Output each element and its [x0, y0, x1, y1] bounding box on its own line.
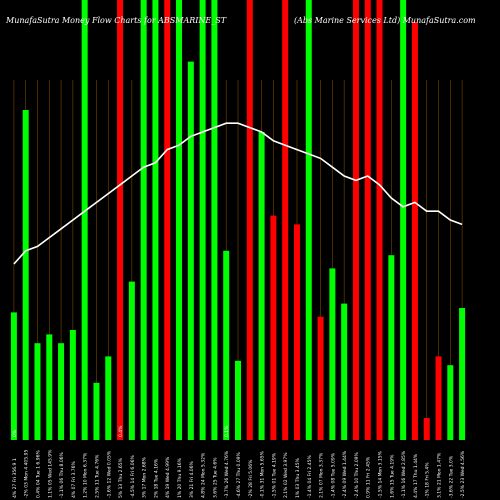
bar	[199, 0, 206, 440]
x-tick-label: -1.4% 04 Fri 2.45%	[307, 455, 313, 498]
x-tick-label: 2% 18 Tue 4.16%	[153, 458, 159, 498]
bar	[128, 281, 135, 440]
bar	[270, 215, 277, 440]
x-tick-label: -1% 18 Fri 5.4%	[425, 462, 431, 498]
bar	[317, 316, 324, 440]
bar	[388, 255, 395, 440]
bar	[176, 0, 183, 440]
x-tick-label: -2.4% 09 Wed 1.44%	[342, 450, 348, 498]
bar	[58, 343, 65, 440]
bar	[34, 343, 41, 440]
chart-title-right: (Abs Marine Services Ltd) MunafaSutra.co…	[294, 16, 476, 25]
x-tick-label: -2.5% 23 Wed 4.56%	[460, 450, 466, 498]
bar	[246, 0, 253, 440]
bar	[140, 0, 147, 440]
x-tick-label: 4.8% 24 Mon 5.32%	[201, 452, 207, 498]
bar	[341, 303, 348, 440]
bar	[293, 224, 300, 440]
bar	[10, 312, 17, 440]
bar	[435, 356, 442, 440]
x-tick-label: 1.6% 15 Tue 4.19%	[389, 454, 395, 498]
bar	[400, 0, 407, 440]
bar	[187, 61, 194, 440]
x-tick-label: -4.6% 27 Thu 0.09%	[236, 451, 242, 498]
chart-title-left: MunafaSutra Money Flow Charts for ABSMAR…	[5, 16, 227, 25]
bar	[211, 0, 218, 440]
x-tick-label: -1.4% 08 Tue 5.09%	[330, 452, 336, 498]
bar	[411, 22, 418, 440]
x-tick-label: -2.4% 10 Thu 2.09%	[354, 451, 360, 498]
x-tick-label: 0.9% 11 Fri 2.45%	[366, 456, 372, 498]
x-tick-label: -2% 03 Mon 4 405.95	[24, 450, 30, 498]
x-tick-label: 1% 20 Thu 9.16%	[177, 457, 183, 498]
bar	[223, 250, 230, 440]
bar	[69, 330, 76, 440]
bar	[376, 0, 383, 440]
bar	[164, 0, 171, 440]
x-tick-label: 1.2% 10 Mon 6.37%	[83, 452, 89, 498]
bar	[117, 0, 124, 440]
bar	[46, 334, 53, 440]
x-tick-label: 3.1% 21 Mon 1.47%	[437, 452, 443, 498]
x-tick-label: -1.1% 16 Wed 2.85%	[401, 450, 407, 498]
bar	[364, 0, 371, 440]
x-tick-label: -0.1% 31 Mon 5.65%	[260, 450, 266, 498]
x-tick-label: 1% 03 Thu 3.45%	[295, 457, 301, 498]
axis-marker-label: 0.4%	[118, 425, 124, 437]
x-tick-label: 5% 13 Thu 2.65%	[118, 457, 124, 498]
x-tick-label: 2.1% 07 Mon 3.37%	[319, 452, 325, 498]
bar	[258, 132, 265, 440]
x-tick-label: 4% 27 Fri 356.9 1	[12, 458, 18, 498]
x-tick-label: 3% 21 Fri 4.06%	[189, 460, 195, 498]
bar	[423, 418, 430, 440]
bar	[447, 365, 454, 440]
axis-marker-label: 0%	[12, 429, 18, 437]
bar	[329, 268, 336, 440]
bar	[93, 382, 100, 440]
x-tick-label: 3% 17 Mon 2.68%	[142, 456, 148, 498]
x-axis-labels: 4% 27 Fri 356.9 1 -2% 03 Mon 4 405.95 0.4%…	[12, 449, 466, 498]
bar	[105, 356, 112, 440]
x-tick-label: 4% 07 Fri 3.76%	[71, 460, 77, 498]
x-tick-label: -4.5% 14 Fri 6.06%	[130, 455, 136, 498]
bar	[459, 308, 466, 440]
x-tick-label: 3.6% 25 Tue 4.6%	[212, 457, 218, 498]
x-tick-label: -2% 28 Fri 5.06%	[248, 459, 254, 498]
axis-markers: 0% 0.4% 0.1%	[12, 425, 230, 437]
bar	[235, 360, 241, 440]
x-tick-label: -1.6% 12 Wed 0.05%	[106, 450, 112, 498]
x-tick-label: -3.6% 22 Tue 3.0%	[448, 455, 454, 498]
x-tick-label: 2.5% 11 Tue 4.76%	[95, 454, 101, 498]
x-tick-label: -1.5% 01 Tue 4.19%	[271, 452, 277, 498]
bar	[152, 0, 159, 440]
bar-series	[10, 0, 466, 440]
x-tick-label: -1.1% 06 Thu 8.06%	[59, 451, 65, 498]
x-tick-label: 1.1% 05 Wed 145.9%	[47, 449, 53, 498]
x-tick-label: 0.4% 04 Tue 1 6.96%	[36, 450, 42, 498]
x-tick-label: 4% 19 Wed 4.99%	[165, 456, 171, 498]
bar	[282, 0, 289, 440]
axis-marker-label: 0.1%	[224, 425, 230, 437]
x-tick-label: 2.1% 02 Wed 3.97%	[283, 452, 289, 498]
bar	[305, 0, 312, 440]
x-tick-label: 4.4% 17 Thu 1.44%	[413, 453, 419, 498]
bar	[352, 0, 359, 440]
x-tick-label: -3.7% 26 Wed 4.76%	[224, 450, 230, 498]
money-flow-line	[13, 122, 463, 265]
x-tick-label: -1.5% 14 Mon 3.15%	[378, 450, 384, 498]
bar	[22, 110, 29, 440]
bar	[81, 0, 88, 440]
